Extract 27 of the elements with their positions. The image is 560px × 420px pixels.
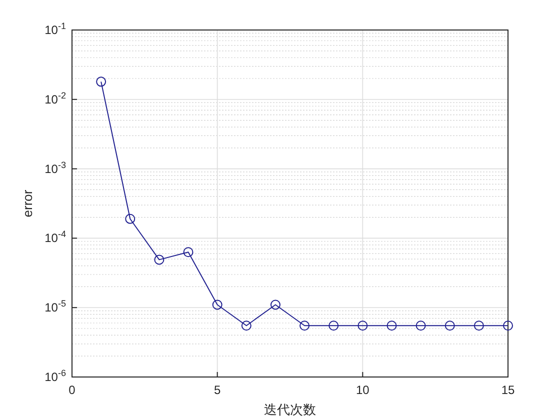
x-tick-label: 15 [501, 383, 515, 397]
y-tick-label: 10$^{-1}$ [44, 21, 66, 37]
point [300, 320, 310, 331]
point [416, 320, 426, 331]
y-tick-label: 10$^{-4}$ [44, 229, 66, 246]
point [503, 320, 513, 331]
point [125, 214, 136, 224]
point [96, 76, 106, 87]
y-tick-label: 10$^{-2}$ [44, 90, 66, 106]
x-tick-label: 5 [214, 383, 221, 397]
point [444, 320, 455, 331]
point [474, 320, 484, 331]
y-axis-title: error [20, 189, 35, 218]
point [241, 320, 252, 331]
x-tick-label: 0 [68, 383, 76, 397]
point [212, 300, 222, 310]
point [270, 300, 280, 310]
point [358, 320, 368, 331]
y-tick-label: 10$^{-3}$ [44, 160, 66, 176]
x-tick-label: 10 [356, 383, 370, 397]
y-tick-label: 10$^{-5}$ [44, 298, 66, 315]
point [154, 254, 164, 265]
point [328, 320, 339, 331]
x-axis-title: 迭代次数 [264, 402, 316, 417]
y-tick-label: 10$^{-6}$ [44, 368, 66, 384]
point [386, 320, 397, 331]
point [183, 247, 194, 258]
